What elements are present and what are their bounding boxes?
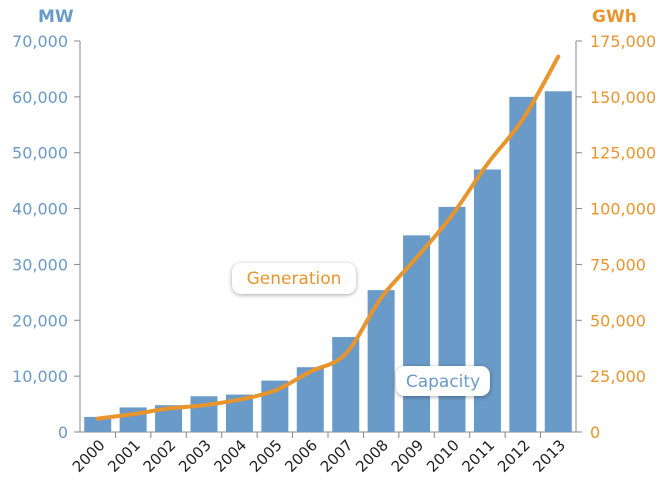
x-tick-label-2007: 2007 [317,436,357,476]
left-tick-label: 50,000 [12,144,68,163]
right-tick-label: 50,000 [590,311,646,330]
capacity-bar-2012 [509,96,537,432]
right-tick-label: 0 [590,423,600,442]
capacity-label: Capacity [406,372,480,392]
left-tick-label: 40,000 [12,200,68,219]
generation-callout-box [232,263,356,294]
generation-callout: Generation [232,263,356,294]
left-tick-label: 30,000 [12,255,68,274]
x-tick-label-2000: 2000 [69,436,109,476]
right-tick-label: 100,000 [590,200,656,219]
capacity-bars [84,91,572,433]
axes [74,40,582,438]
x-tick-label-2012: 2012 [494,436,534,476]
x-tick-label-2009: 2009 [388,436,428,476]
right-tick-label: 150,000 [590,88,656,107]
x-tick-label-2003: 2003 [175,436,215,476]
x-tick-label-2004: 2004 [211,436,251,476]
x-tick-label-2005: 2005 [246,436,286,476]
right-axis-unit: GWh [592,7,637,27]
capacity-bar-2003 [190,396,218,432]
x-tick-label-2006: 2006 [281,436,321,476]
x-tick-label-2001: 2001 [104,436,144,476]
right-tick-label: 25,000 [590,367,646,386]
generation-label: Generation [247,269,342,289]
x-tick-label-2002: 2002 [140,436,180,476]
x-tick-label-2011: 2011 [459,436,499,476]
right-tick-label: 175,000 [590,32,656,51]
left-axis-unit: MW [38,7,74,27]
right-tick-label: 75,000 [590,255,646,274]
capacity-bar-2009 [403,235,431,432]
left-tick-label: 10,000 [12,367,68,386]
x-tick-label-2008: 2008 [352,436,392,476]
right-tick-label: 125,000 [590,144,656,163]
capacity-callout-box [396,366,490,396]
x-tick-label-2010: 2010 [423,436,463,476]
capacity-bar-2010 [438,206,466,432]
left-tick-label: 0 [58,423,68,442]
capacity-bar-2013 [544,91,572,433]
generation-line-layer [95,54,561,421]
x-tick-label-2013: 2013 [529,436,569,476]
capacity-bar-2000 [84,416,112,432]
capacity-callout: Capacity [396,366,490,396]
left-tick-label: 20,000 [12,311,68,330]
left-tick-label: 70,000 [12,32,68,51]
left-tick-label: 60,000 [12,88,68,107]
